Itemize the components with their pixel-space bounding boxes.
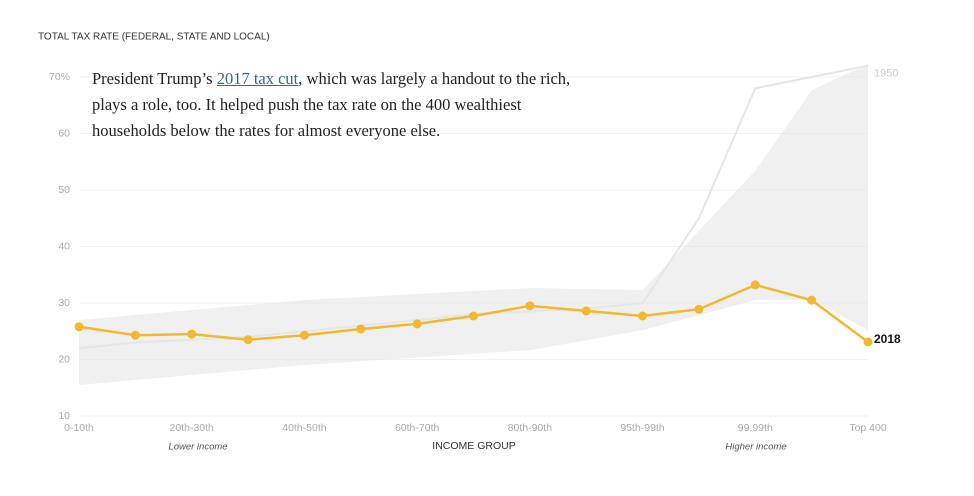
point (299, 330, 309, 340)
annotation-text: , which was largely a handout to the ric… (92, 69, 571, 140)
x-tick-label: 0-10th (64, 422, 94, 434)
lower-label: Lower income (168, 442, 227, 453)
y-axis-title: TOTAL TAX RATE (FEDERAL, STATE AND LOCAL… (38, 32, 270, 43)
y-tick-label: 20 (58, 353, 70, 365)
point (581, 306, 591, 316)
point (638, 311, 648, 321)
higher-label: Higher income (725, 442, 786, 453)
y-tick-label: 60 (58, 127, 70, 139)
point (469, 311, 478, 321)
x-tick-label: 60th-70th (395, 422, 440, 434)
y-tick-label: 70% (49, 71, 70, 83)
y-tick-label: 50 (58, 184, 70, 196)
point (243, 335, 253, 345)
x-tick-label: 80th-90th (508, 422, 553, 434)
series-label: 1950 (874, 68, 898, 80)
y-tick-label: 40 (58, 240, 70, 252)
series-label: 2018 (874, 332, 901, 346)
x-axis-title: INCOME GROUP (432, 440, 515, 452)
x-tick-label: 20th-30th (170, 422, 215, 434)
point (130, 330, 140, 340)
point (863, 337, 873, 347)
y-tick-label: 10 (58, 410, 70, 422)
point (807, 295, 817, 305)
point (750, 280, 760, 290)
x-tick-label: 40th-50th (282, 422, 327, 434)
x-tick-label: Top 400 (849, 422, 887, 434)
point (356, 324, 366, 334)
annotation-link[interactable]: 2017 tax cut (216, 69, 299, 88)
point (525, 301, 535, 311)
x-tick-label: 95th-99th (620, 422, 665, 434)
point (694, 304, 704, 314)
point (412, 319, 422, 329)
x-tick-label: 99.99th (738, 422, 773, 434)
annotation: President Trump’s 2017 tax cut, which wa… (92, 66, 582, 144)
point (74, 322, 84, 332)
point (187, 329, 197, 339)
annotation-text: President Trump’s (92, 69, 217, 88)
y-tick-label: 30 (58, 297, 70, 309)
history-band (79, 64, 868, 385)
